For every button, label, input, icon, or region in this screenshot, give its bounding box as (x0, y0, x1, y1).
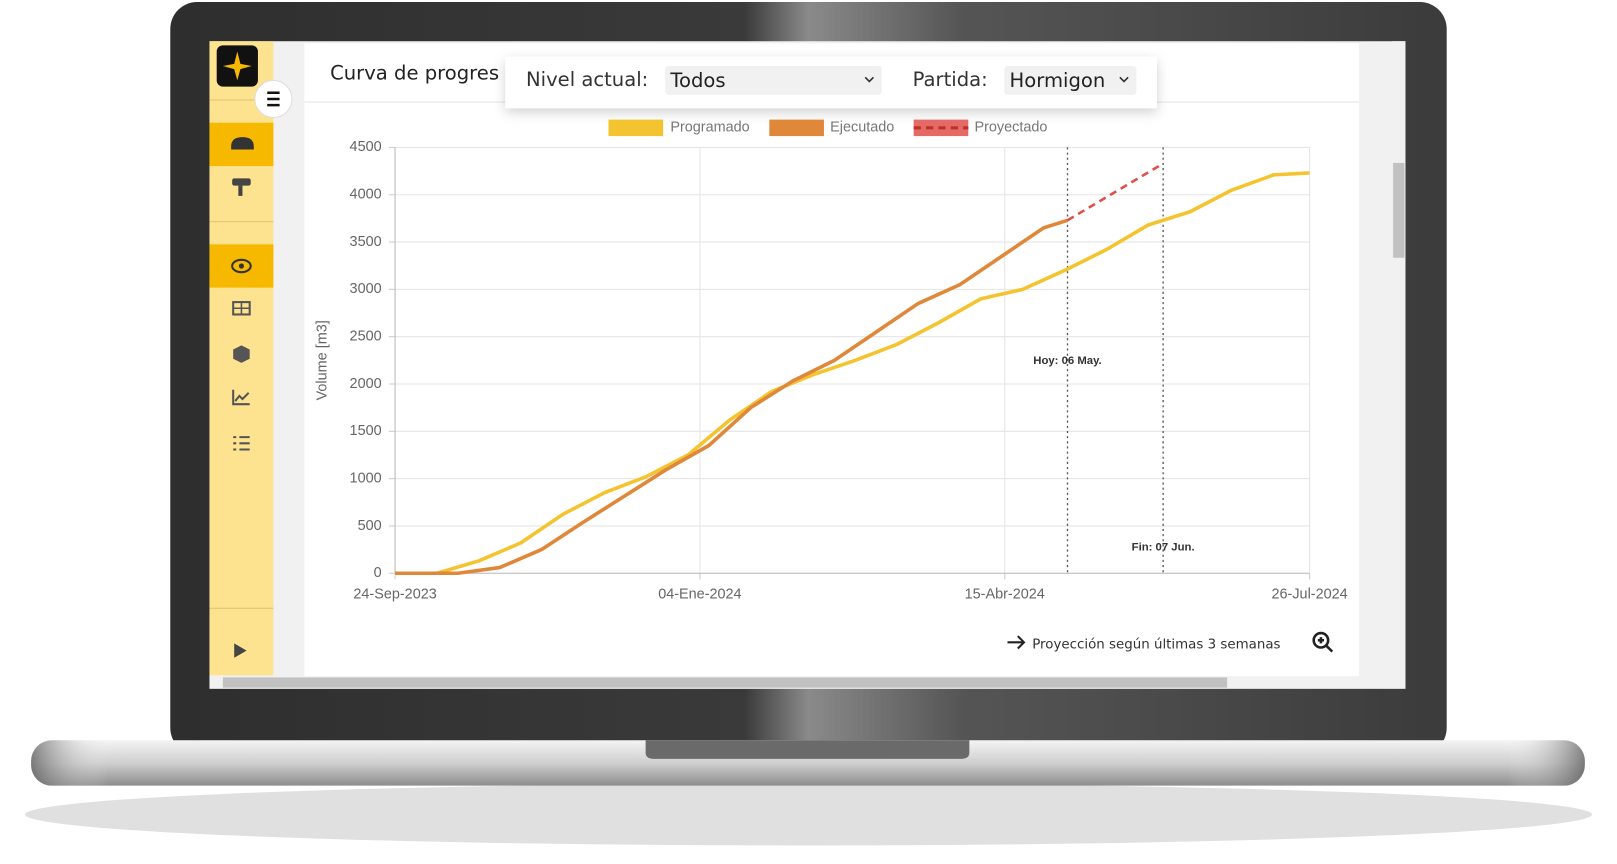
nav-icon-roller-handle (238, 185, 243, 196)
annotation-label: Hoy: 06 May. (1033, 355, 1101, 367)
panel-title: Curva de progres (330, 62, 499, 85)
nav-icon-roller[interactable] (232, 178, 251, 186)
chevron (1119, 76, 1129, 83)
zoom-button[interactable] (1312, 631, 1330, 649)
legend-swatch (769, 119, 824, 137)
menu-icon (267, 91, 280, 107)
x-tick-label: 26-Jul-2024 (1271, 587, 1347, 603)
projection-note: Proyección según últimas 3 semanas (1032, 636, 1280, 652)
legend-label: Programado (670, 120, 749, 136)
y-tick-label: 1500 (350, 423, 382, 439)
x-tick-label: 24-Sep-2023 (353, 587, 436, 603)
nav-icon-table-lines (233, 302, 250, 315)
legend-label: Proyectado (974, 120, 1047, 136)
level-value[interactable]: Todos (669, 69, 725, 92)
series-line (1066, 162, 1164, 222)
annotation-label: Fin: 07 Jun. (1132, 541, 1195, 553)
y-tick-label: 4500 (350, 139, 382, 155)
v-scrollbar[interactable] (1392, 41, 1406, 677)
nav-icon-eye-pupil (238, 263, 245, 269)
nav-icon-chart[interactable] (232, 389, 250, 406)
y-tick-label: 0 (374, 565, 382, 581)
h-scroll-thumb[interactable] (222, 677, 1228, 688)
shadow (24, 783, 1593, 846)
v-scroll-thumb[interactable] (1393, 162, 1405, 258)
y-tick-label: 3000 (350, 281, 382, 297)
chevron (864, 76, 875, 83)
level-label: Nivel actual: (526, 68, 648, 91)
y-tick-label: 4000 (350, 187, 382, 203)
legend-label: Ejecutado (830, 120, 894, 136)
series-line (395, 218, 1069, 576)
nav-icon-helmet[interactable] (231, 137, 254, 150)
level-select[interactable] (665, 65, 882, 95)
expand-button[interactable] (234, 643, 247, 658)
base-edge (31, 740, 1585, 786)
y-tick-label: 500 (358, 518, 382, 534)
x-tick-label: 04-Ene-2024 (658, 587, 741, 603)
zoom-icon (1317, 637, 1334, 653)
series-line (395, 171, 1310, 576)
legend-swatch (608, 119, 664, 137)
y-axis-label: Volume [m3] (315, 320, 331, 400)
item-value[interactable]: Hormigon (1010, 69, 1106, 92)
item-label: Partida: (913, 68, 988, 91)
notch (645, 740, 970, 759)
nav-icon-box[interactable] (233, 345, 250, 363)
y-tick-label: 1000 (350, 470, 382, 486)
y-tick-label: 2500 (350, 328, 382, 344)
y-tick-label: 3500 (350, 234, 382, 250)
item-select[interactable] (1004, 65, 1137, 95)
chart: 0 500 1000 1500 2000 2500 3000 3500 4000 4500 24-S… (315, 119, 1348, 603)
nav-icon-eye[interactable] (231, 258, 252, 274)
logo-star (222, 51, 252, 81)
x-tick-label: 15-Abr-2024 (965, 587, 1045, 603)
y-tick-label: 2000 (350, 376, 382, 392)
arrow-icon (1007, 635, 1026, 650)
nav-icon-list[interactable] (233, 436, 250, 451)
